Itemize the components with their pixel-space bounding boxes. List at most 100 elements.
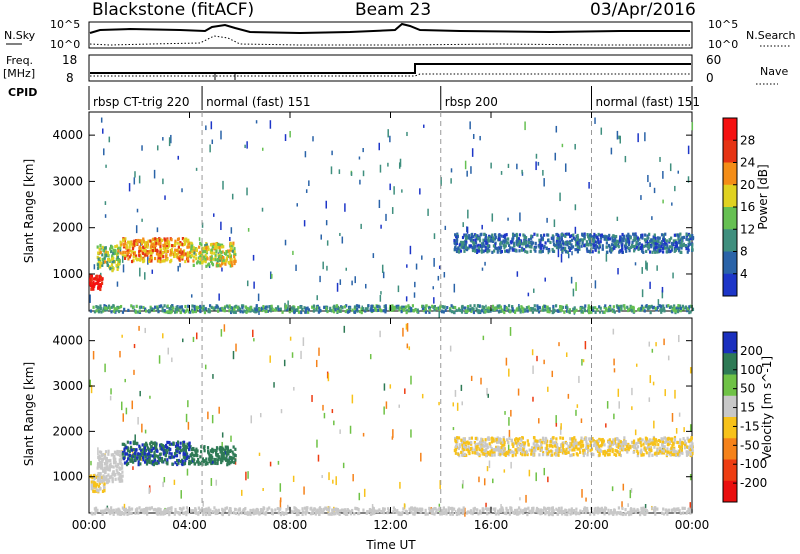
power-feature-point bbox=[379, 308, 382, 312]
power-feature-point bbox=[606, 250, 609, 254]
vel-feature-point bbox=[177, 458, 180, 463]
vel-speckle-point bbox=[406, 323, 409, 332]
vel-feature-point bbox=[481, 447, 484, 452]
vel-feature-point bbox=[681, 506, 684, 511]
power-feature-point bbox=[101, 245, 104, 249]
power-feature-point bbox=[179, 310, 182, 315]
vel-feature-point bbox=[468, 451, 471, 456]
vel-feature-point bbox=[168, 451, 171, 455]
power-feature-point bbox=[113, 306, 116, 311]
vel-feature-point bbox=[666, 442, 669, 447]
power-feature-point bbox=[125, 254, 128, 258]
power-feature-3 bbox=[189, 241, 237, 268]
power-feature-point bbox=[89, 282, 92, 286]
vel-feature-4 bbox=[453, 435, 694, 458]
vel-speckle-point bbox=[480, 377, 482, 385]
vel-feature-point bbox=[597, 439, 600, 443]
power-feature-point bbox=[631, 244, 635, 249]
vel-speckle-point bbox=[258, 452, 261, 456]
vel-speckle-point bbox=[630, 488, 633, 493]
power-feature-point bbox=[572, 307, 575, 311]
vel-feature-point bbox=[146, 446, 150, 450]
vel-feature-point bbox=[136, 441, 139, 445]
power-feature-point bbox=[101, 263, 104, 267]
power-speckle-point bbox=[391, 207, 394, 214]
power-feature-point bbox=[366, 307, 369, 311]
vel-feature-point bbox=[560, 443, 563, 447]
power-feature-point bbox=[163, 308, 166, 313]
vel-speckle-point bbox=[585, 497, 587, 502]
power-feature-point bbox=[216, 304, 219, 308]
vel-feature-point bbox=[618, 452, 621, 457]
vel-feature-point bbox=[642, 506, 645, 510]
vel-feature-point bbox=[471, 451, 474, 455]
vel-feature-point bbox=[615, 443, 618, 447]
vel-feature-point bbox=[138, 506, 141, 510]
vel-feature-point bbox=[190, 448, 193, 452]
power-feature-point bbox=[148, 309, 151, 313]
power-feature-point bbox=[186, 308, 189, 312]
power-feature-point bbox=[154, 237, 157, 241]
vel-feature-point bbox=[475, 451, 478, 455]
power-speckle-point bbox=[618, 135, 620, 140]
power-feature-point bbox=[384, 307, 388, 311]
power-feature-point bbox=[649, 310, 652, 315]
vel-feature-point bbox=[182, 453, 185, 457]
vel-feature-point bbox=[226, 463, 229, 467]
vel-feature-point bbox=[145, 443, 149, 447]
vel-feature-point bbox=[509, 450, 512, 454]
vel-feature-point bbox=[571, 448, 574, 452]
power-feature-point bbox=[161, 251, 165, 255]
vel-feature-point bbox=[93, 507, 96, 511]
power-speckle-point bbox=[209, 144, 211, 153]
power-feature-point bbox=[241, 306, 244, 310]
vel-feature-point bbox=[616, 437, 619, 441]
power-feature-point bbox=[519, 308, 522, 312]
power-feature-point bbox=[651, 250, 654, 254]
power-feature-point bbox=[688, 238, 691, 242]
power-feature-point bbox=[422, 304, 425, 308]
power-feature-point bbox=[670, 248, 673, 252]
vel-speckle-point bbox=[392, 429, 394, 438]
vel-speckle-point bbox=[171, 357, 173, 363]
vel-feature-point bbox=[584, 510, 587, 515]
vel-feature-point bbox=[179, 441, 182, 445]
power-feature-point bbox=[576, 233, 579, 238]
power-feature-point bbox=[620, 304, 623, 308]
power-feature-point bbox=[680, 243, 683, 248]
power-feature-point bbox=[673, 246, 676, 251]
power-speckle-point bbox=[672, 272, 674, 279]
power-feature-point bbox=[629, 245, 633, 250]
vel-feature-point bbox=[636, 449, 639, 454]
vel-feature-point bbox=[521, 453, 524, 457]
power-feature-point bbox=[615, 239, 619, 243]
vel-feature-point bbox=[182, 506, 185, 510]
power-feature-point bbox=[138, 254, 141, 258]
power-speckle-point bbox=[205, 125, 207, 131]
power-feature-point bbox=[440, 309, 443, 313]
vel-speckle-point bbox=[253, 338, 255, 342]
power-feature-point bbox=[137, 310, 140, 314]
power-feature-point bbox=[469, 244, 472, 248]
vel-feature-point bbox=[656, 448, 659, 452]
vel-feature-point bbox=[555, 445, 558, 449]
vel-speckle-point bbox=[655, 342, 657, 347]
power-feature-point bbox=[103, 246, 107, 250]
power-feature-point bbox=[139, 258, 142, 262]
power-speckle-point bbox=[397, 285, 400, 293]
power-speckle-point bbox=[472, 133, 475, 139]
power-feature-point bbox=[382, 309, 385, 313]
power-speckle-point bbox=[444, 225, 447, 230]
power-feature-point bbox=[461, 305, 464, 309]
power-feature-point bbox=[631, 240, 634, 244]
vel-feature-point bbox=[353, 512, 356, 516]
power-speckle-point bbox=[316, 295, 318, 301]
power-feature-point bbox=[475, 250, 479, 255]
power-feature-point bbox=[353, 310, 356, 314]
vel-feature-point bbox=[556, 448, 559, 452]
power-feature-point bbox=[115, 257, 118, 261]
power-feature-point bbox=[230, 306, 233, 310]
vel-feature-point bbox=[453, 448, 456, 453]
power-feature-point bbox=[497, 234, 501, 238]
vel-feature-point bbox=[458, 445, 461, 449]
